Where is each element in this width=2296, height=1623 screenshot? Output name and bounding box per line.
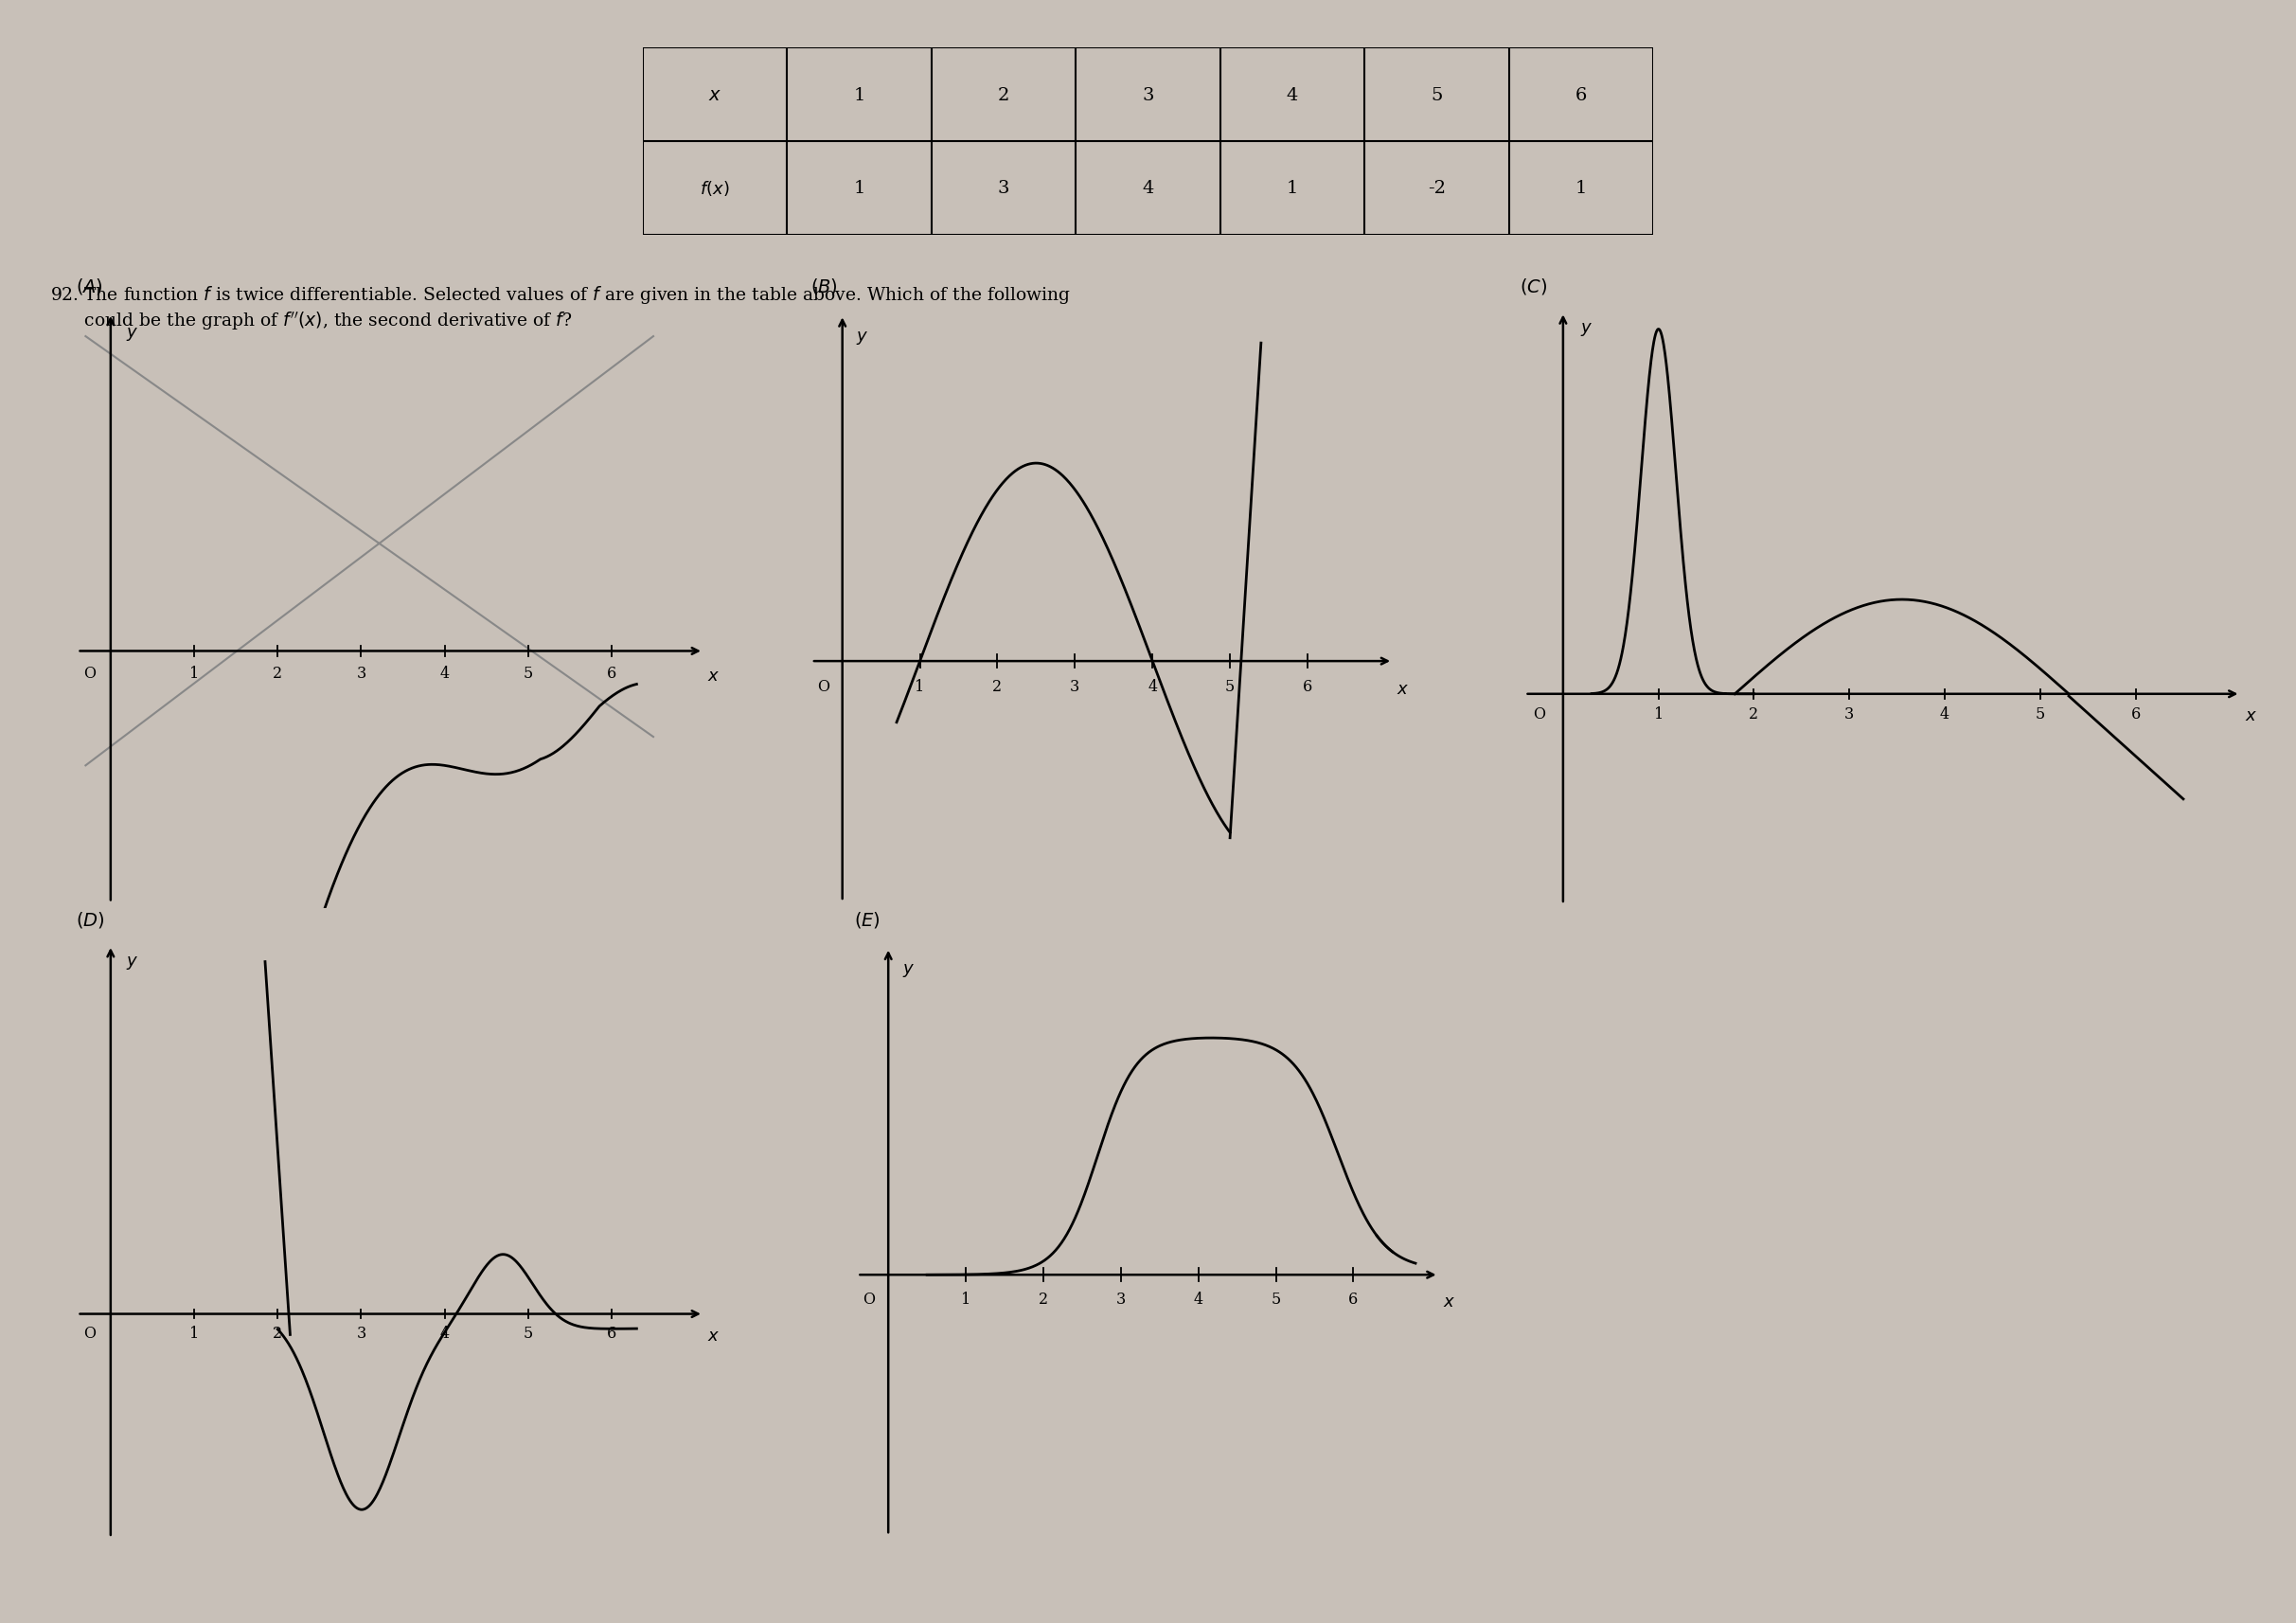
- Text: O: O: [83, 665, 96, 682]
- Text: $(E)$: $(E)$: [854, 909, 882, 930]
- Text: 6: 6: [606, 665, 615, 682]
- Text: O: O: [83, 1326, 96, 1341]
- Text: 2: 2: [1750, 706, 1759, 722]
- Text: 4: 4: [441, 665, 450, 682]
- Text: 4: 4: [1148, 678, 1157, 695]
- Text: 4: 4: [1940, 706, 1949, 722]
- Text: $x$: $x$: [1442, 1294, 1456, 1310]
- Text: 5: 5: [1272, 1290, 1281, 1307]
- Text: 3: 3: [1141, 88, 1155, 104]
- Text: 1: 1: [854, 88, 866, 104]
- Text: O: O: [1534, 706, 1545, 722]
- Text: 1: 1: [854, 180, 866, 196]
- Text: 6: 6: [1348, 1290, 1359, 1307]
- Text: O: O: [863, 1290, 875, 1307]
- Text: $(A)$: $(A)$: [76, 276, 103, 297]
- Text: 1: 1: [1653, 706, 1662, 722]
- Text: $x$: $x$: [707, 667, 721, 683]
- Text: O: O: [817, 678, 829, 695]
- Text: 3: 3: [1070, 678, 1079, 695]
- Text: -2: -2: [1428, 180, 1446, 196]
- Text: 1: 1: [1575, 180, 1587, 196]
- Text: 1: 1: [188, 1326, 200, 1341]
- Text: 5: 5: [523, 1326, 533, 1341]
- Text: $x$: $x$: [707, 1326, 721, 1344]
- Text: 2: 2: [999, 88, 1010, 104]
- Text: $y$: $y$: [856, 329, 868, 347]
- Text: $x$: $x$: [1396, 680, 1410, 698]
- Text: 1: 1: [188, 665, 200, 682]
- Text: 5: 5: [1226, 678, 1235, 695]
- Text: 5: 5: [523, 665, 533, 682]
- Text: 3: 3: [1844, 706, 1855, 722]
- Text: 92. The function $f$ is twice differentiable. Selected values of $f$ are given i: 92. The function $f$ is twice differenti…: [51, 284, 1072, 331]
- Text: 4: 4: [1194, 1290, 1203, 1307]
- Text: 6: 6: [1302, 678, 1313, 695]
- Text: 3: 3: [1116, 1290, 1125, 1307]
- Text: 2: 2: [1038, 1290, 1049, 1307]
- Text: 2: 2: [273, 665, 282, 682]
- Text: 6: 6: [606, 1326, 615, 1341]
- Text: 1: 1: [916, 678, 925, 695]
- Text: 3: 3: [356, 1326, 365, 1341]
- Text: $y$: $y$: [126, 326, 138, 342]
- Text: $(D)$: $(D)$: [76, 909, 106, 930]
- Text: 4: 4: [1286, 88, 1297, 104]
- Text: 6: 6: [2131, 706, 2140, 722]
- Text: 5: 5: [1430, 88, 1442, 104]
- Text: 3: 3: [999, 180, 1010, 196]
- Text: $x$: $x$: [709, 86, 721, 104]
- Text: 5: 5: [2034, 706, 2046, 722]
- Text: $y$: $y$: [1580, 321, 1593, 338]
- Text: $y$: $y$: [902, 961, 914, 979]
- Text: 3: 3: [356, 665, 365, 682]
- Text: 4: 4: [441, 1326, 450, 1341]
- Text: 1: 1: [962, 1290, 971, 1307]
- Text: 6: 6: [1575, 88, 1587, 104]
- Text: 2: 2: [992, 678, 1003, 695]
- Text: $(C)$: $(C)$: [1520, 276, 1548, 297]
- Text: $x$: $x$: [2245, 708, 2257, 724]
- Text: 1: 1: [1286, 180, 1297, 196]
- Text: $f(x)$: $f(x)$: [700, 179, 730, 198]
- Text: 2: 2: [273, 1326, 282, 1341]
- Text: $(B)$: $(B)$: [810, 276, 838, 297]
- Text: $y$: $y$: [126, 954, 138, 971]
- Text: 4: 4: [1141, 180, 1155, 196]
